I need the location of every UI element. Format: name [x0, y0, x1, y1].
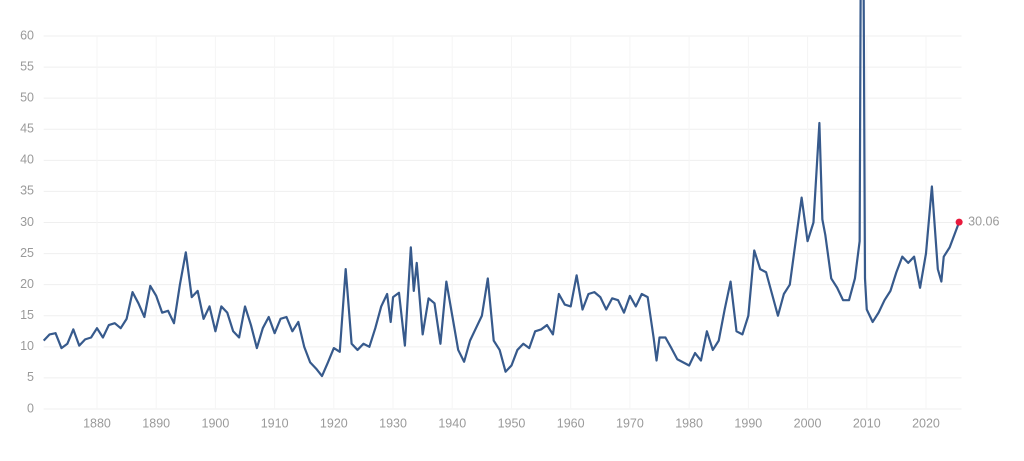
y-tick-label: 15: [20, 308, 34, 322]
x-tick-label: 1980: [675, 416, 703, 430]
y-tick-label: 35: [20, 184, 34, 198]
x-tick-label: 1960: [557, 416, 585, 430]
y-tick-label: 45: [20, 122, 34, 136]
x-tick-label: 1910: [261, 416, 289, 430]
x-tick-label: 1970: [616, 416, 644, 430]
y-tick-label: 30: [20, 215, 34, 229]
x-tick-label: 1920: [320, 416, 348, 430]
y-tick-label: 20: [20, 277, 34, 291]
y-tick-label: 60: [20, 28, 34, 42]
y-tick-label: 5: [27, 370, 34, 384]
x-tick-label: 1900: [202, 416, 230, 430]
last-value-label: 30.06: [968, 214, 999, 228]
x-tick-label: 1950: [498, 416, 526, 430]
y-tick-label: 10: [20, 339, 34, 353]
x-tick-label: 2020: [912, 416, 940, 430]
line: [42, 0, 961, 378]
x-tick-label: 2000: [794, 416, 822, 430]
y-tick-label: 50: [20, 90, 34, 104]
x-tick-label: 1940: [438, 416, 466, 430]
y-tick-label: 25: [20, 246, 34, 260]
x-tick-label: 1880: [83, 416, 111, 430]
y-tick-label: 55: [20, 59, 34, 73]
x-tick-label: 1990: [734, 416, 762, 430]
y-tick-label: 0: [27, 401, 34, 415]
last-point: [955, 218, 963, 226]
x-tick-label: 2010: [853, 416, 881, 430]
y-tick-label: 40: [20, 153, 34, 167]
x-tick-label: 1890: [142, 416, 170, 430]
x-tick-label: 1930: [379, 416, 407, 430]
